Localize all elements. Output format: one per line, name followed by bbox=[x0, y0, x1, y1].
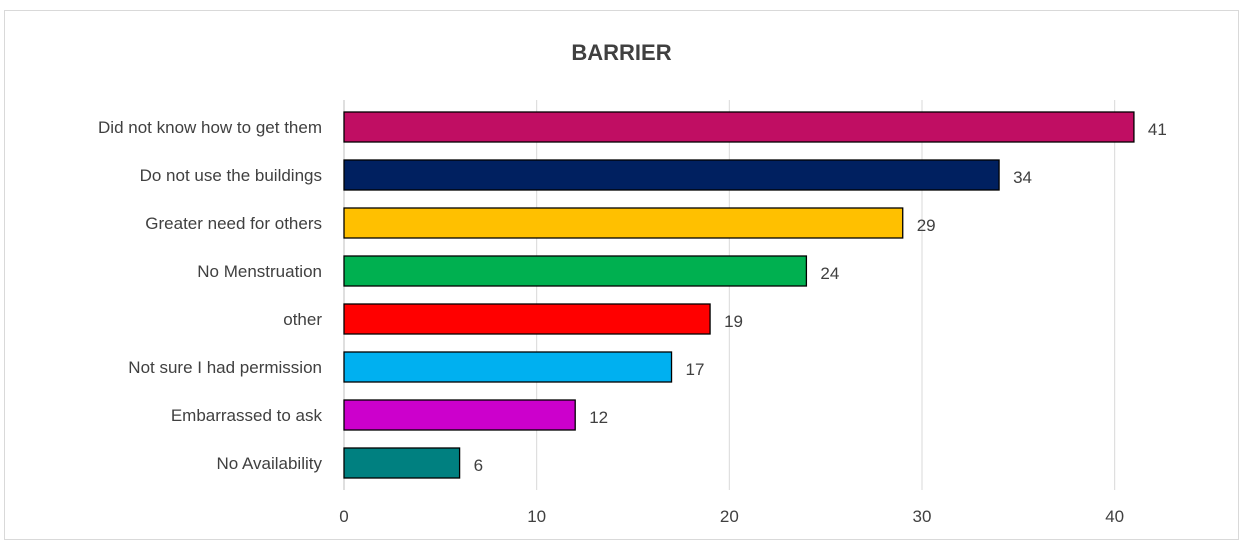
category-labels: Did not know how to get them Do not use t… bbox=[98, 118, 322, 473]
bar-6 bbox=[343, 351, 673, 383]
data-label-5: 19 bbox=[724, 312, 743, 331]
data-label-1: 41 bbox=[1148, 120, 1167, 139]
data-label-4: 24 bbox=[820, 264, 839, 283]
gridlines bbox=[343, 100, 1116, 490]
bar-3 bbox=[343, 207, 904, 239]
tick-label-20: 20 bbox=[720, 507, 739, 526]
data-label-6: 17 bbox=[686, 360, 705, 379]
category-label-5: other bbox=[283, 310, 322, 329]
bar-8 bbox=[343, 447, 461, 479]
tick-label-30: 30 bbox=[913, 507, 932, 526]
bar-7 bbox=[343, 399, 576, 431]
bars bbox=[343, 111, 1135, 479]
data-label-7: 12 bbox=[589, 408, 608, 427]
category-label-1: Did not know how to get them bbox=[98, 118, 322, 137]
category-label-6: Not sure I had permission bbox=[128, 358, 322, 377]
tick-label-10: 10 bbox=[527, 507, 546, 526]
bar-1 bbox=[343, 111, 1135, 143]
category-label-2: Do not use the buildings bbox=[140, 166, 322, 185]
data-label-2: 34 bbox=[1013, 168, 1032, 187]
bar-2 bbox=[343, 159, 1000, 191]
bar-5 bbox=[343, 303, 711, 335]
x-axis-tick-labels: 0 10 20 30 40 bbox=[339, 507, 1124, 526]
category-label-8: No Availability bbox=[216, 454, 322, 473]
data-label-8: 6 bbox=[474, 456, 483, 475]
bar-4 bbox=[343, 255, 808, 287]
category-label-4: No Menstruation bbox=[197, 262, 322, 281]
category-label-7: Embarrassed to ask bbox=[171, 406, 323, 425]
category-label-3: Greater need for others bbox=[145, 214, 322, 233]
tick-label-40: 40 bbox=[1105, 507, 1124, 526]
tick-label-0: 0 bbox=[339, 507, 348, 526]
chart-title: BARRIER bbox=[571, 40, 672, 65]
data-labels: 41 34 29 24 19 17 12 6 bbox=[474, 120, 1167, 475]
data-label-3: 29 bbox=[917, 216, 936, 235]
